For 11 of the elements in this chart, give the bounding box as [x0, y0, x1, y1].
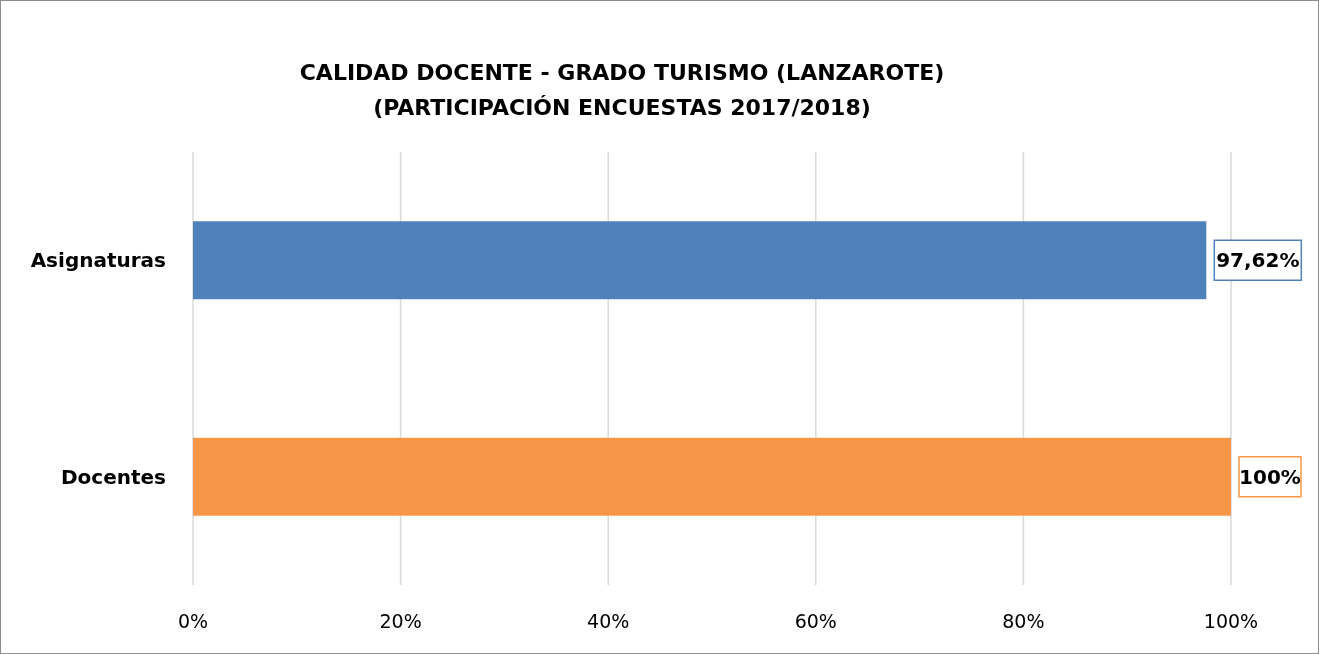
y-tick-label: Asignaturas: [30, 248, 166, 273]
x-tick-label: 40%: [587, 610, 630, 632]
x-tick-label: 80%: [1002, 610, 1045, 632]
x-tick-label: 20%: [379, 610, 422, 632]
data-label: 97,62%: [1216, 248, 1300, 273]
y-tick-label: Docentes: [60, 464, 166, 489]
x-tick-label: 100%: [1203, 610, 1259, 632]
chart-title: CALIDAD DOCENTE - GRADO TURISMO (LANZAROTE) (PARTICIPACIÓN ENCUESTAS 2017/2018): [299, 60, 945, 120]
x-tick-label: 0%: [177, 610, 209, 632]
data-label: 100%: [1239, 464, 1301, 489]
x-tick-label: 60%: [794, 610, 837, 632]
